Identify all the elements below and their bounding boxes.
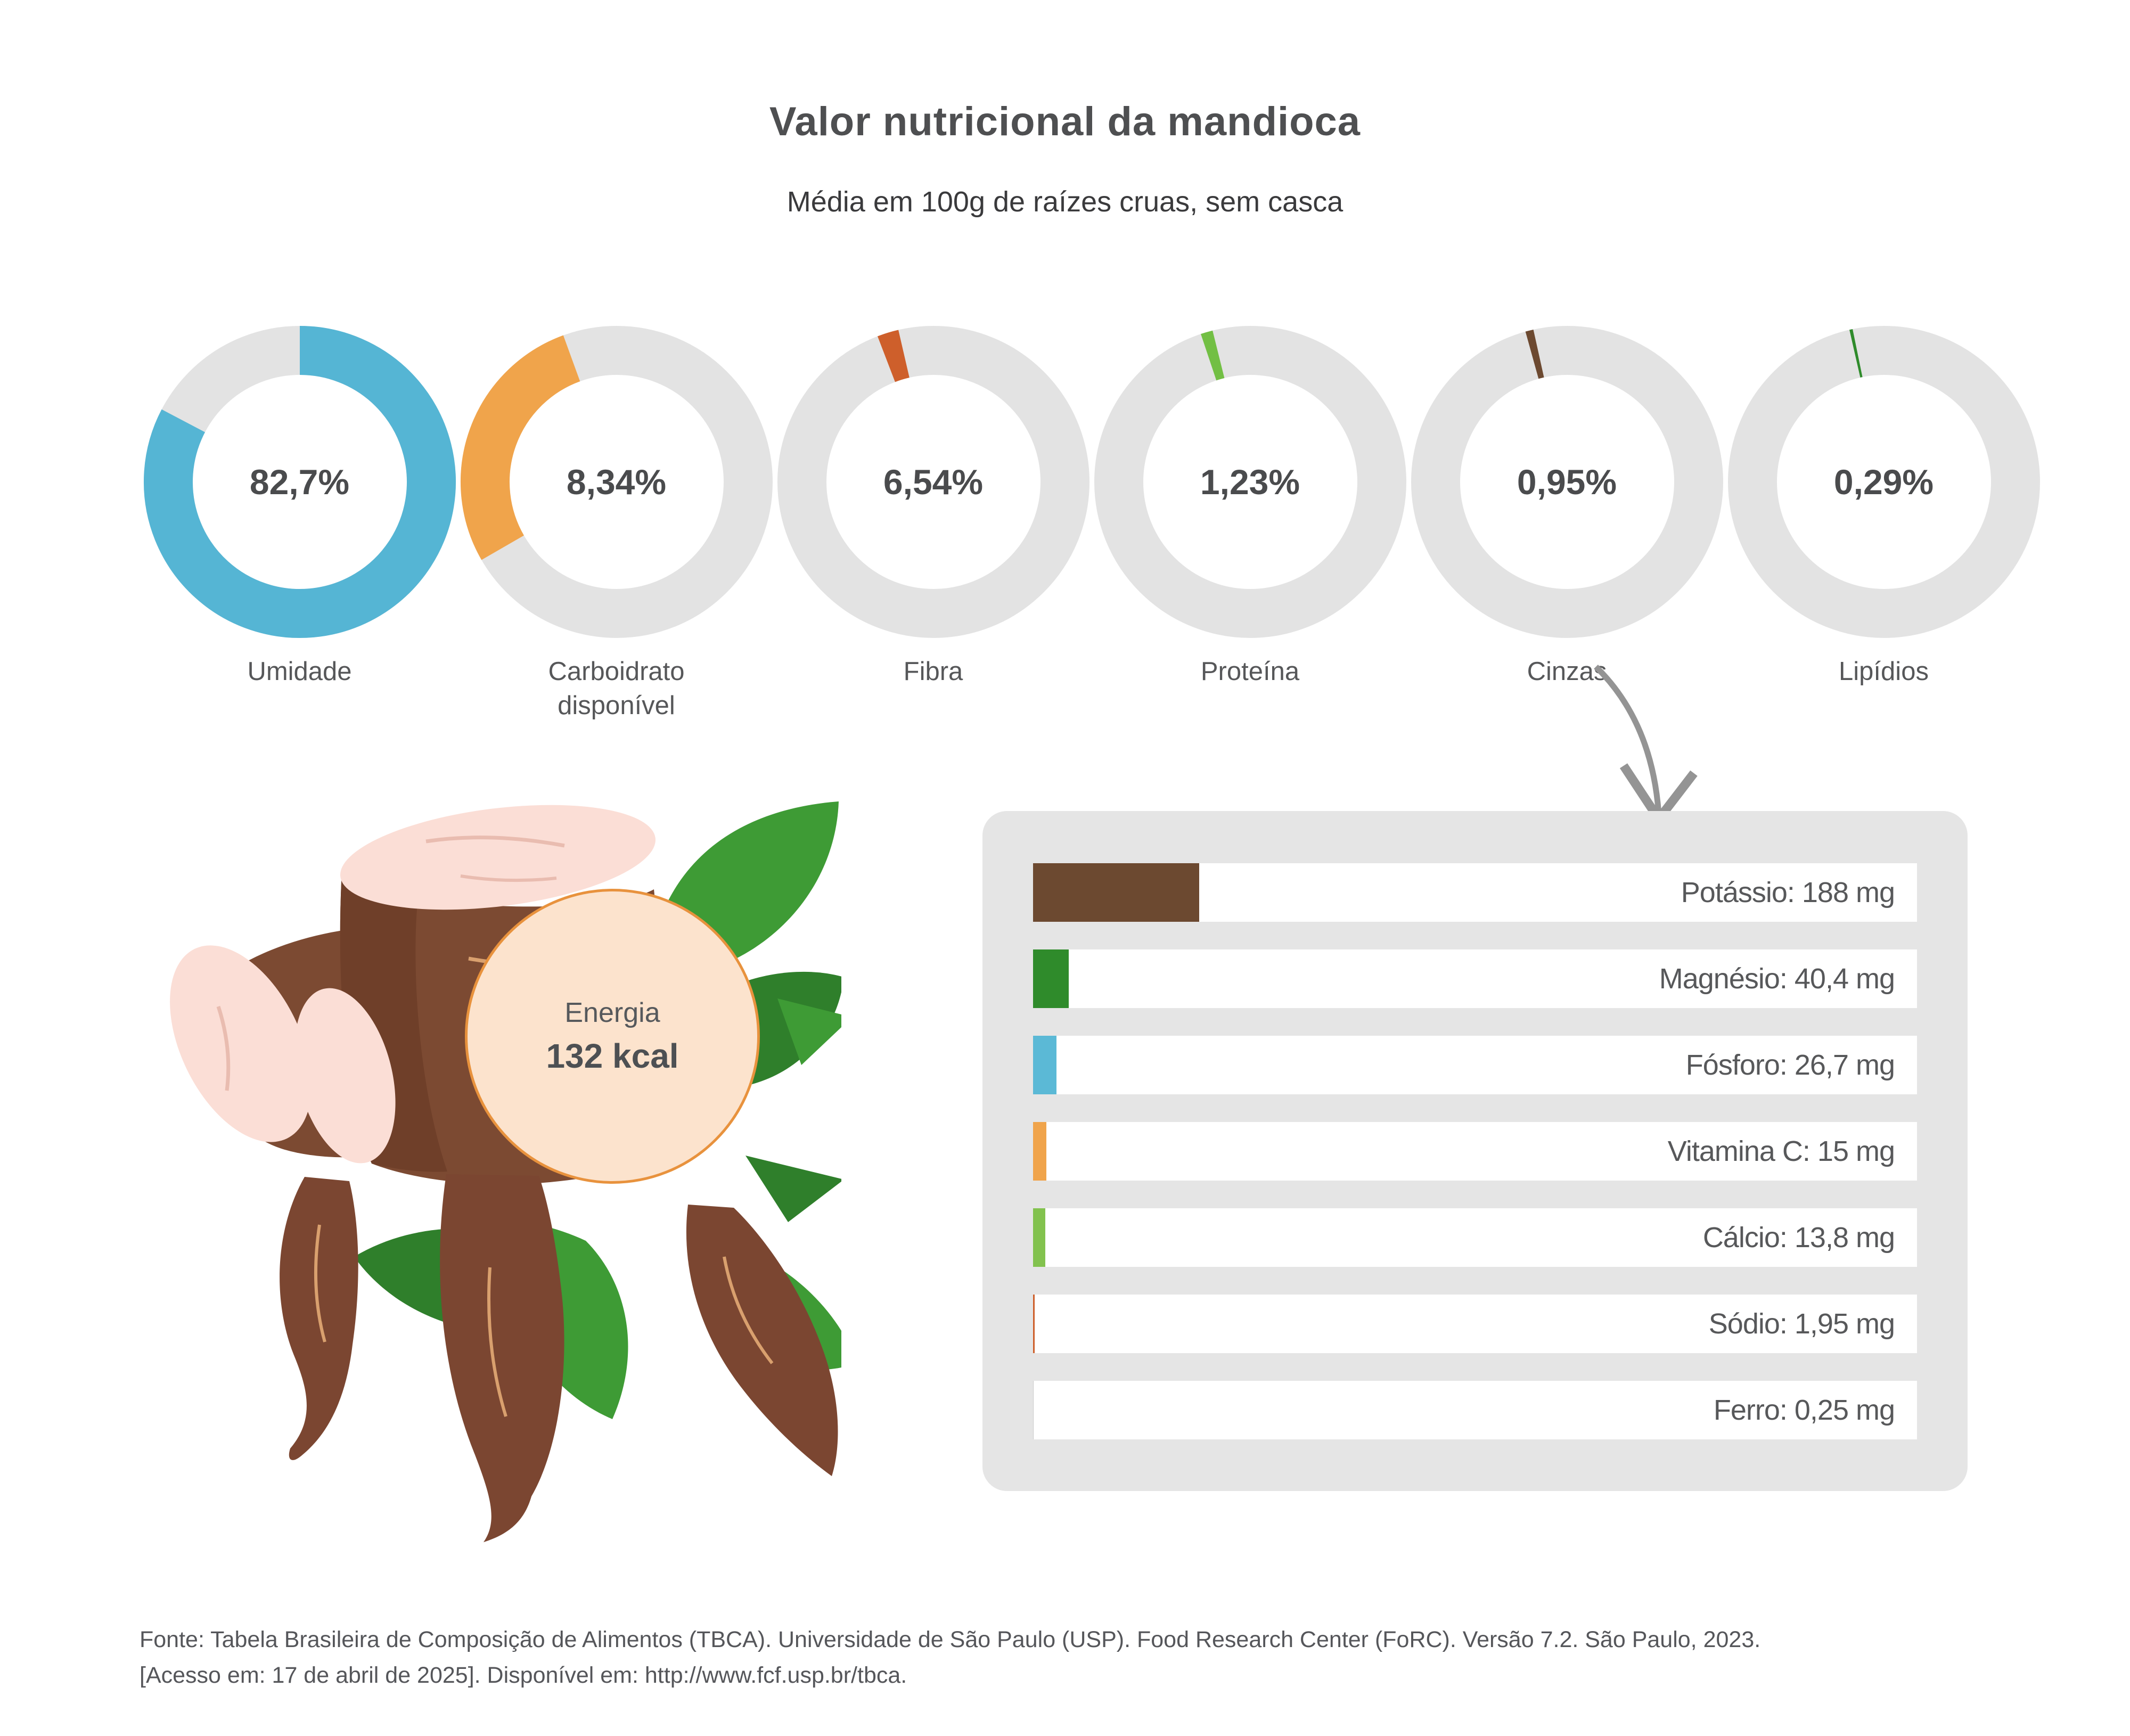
cassava-roots <box>280 1174 838 1542</box>
donut-gauges-row: 82,7% Umidade 8,34% Carboidrato disponível 6… <box>141 325 2042 723</box>
donut-label: Fibra <box>903 657 963 686</box>
donut-chart-3: 1,23% <box>1093 325 1407 639</box>
donut-value: 8,34% <box>566 462 667 502</box>
donut-ring-icon <box>1411 326 1723 638</box>
donut-ring-icon <box>777 326 1089 638</box>
donut-value: 0,29% <box>1833 462 1934 502</box>
minerals-panel: Potássio: 188 mg Magnésio: 40,4 mg Fósforo… <box>982 811 1968 1491</box>
donut-value: 82,7% <box>249 462 350 502</box>
energy-label: Energia <box>564 997 660 1028</box>
donut-chart-1: 8,34% <box>460 325 774 639</box>
donut-cell-2: 6,54% Fibra <box>775 325 1092 723</box>
donut-cell-0: 82,7% Umidade <box>141 325 458 723</box>
mineral-row-1: Magnésio: 40,4 mg <box>1033 949 1917 1008</box>
donut-cell-4: 0,95% Cinzas <box>1408 325 1725 723</box>
mineral-label: Cálcio: 13,8 mg <box>1702 1222 1895 1254</box>
donut-value: 0,95% <box>1517 462 1617 502</box>
cassava-illustration <box>170 801 841 1542</box>
mineral-bar <box>1033 1295 1035 1353</box>
mineral-row-3: Vitamina C: 15 mg <box>1033 1122 1917 1181</box>
donut-value: 6,54% <box>883 462 984 502</box>
mineral-label: Ferro: 0,25 mg <box>1713 1394 1895 1426</box>
donut-cell-1: 8,34% Carboidrato disponível <box>458 325 775 723</box>
donut-label: Carboidrato disponível <box>548 657 685 720</box>
donut-chart-4: 0,95% <box>1410 325 1724 639</box>
donut-chart-2: 6,54% <box>776 325 1091 639</box>
mineral-bar <box>1033 1122 1046 1181</box>
donut-label: Umidade <box>247 657 352 686</box>
donut-cell-5: 0,29% Lipídios <box>1725 325 2042 723</box>
mineral-label: Potássio: 188 mg <box>1681 877 1895 908</box>
mineral-row-0: Potássio: 188 mg <box>1033 863 1917 922</box>
mineral-bar <box>1033 949 1069 1008</box>
donut-ring-icon <box>460 326 773 638</box>
donut-value: 1,23% <box>1200 462 1300 502</box>
page-subtitle: Média em 100g de raízes cruas, sem casca <box>787 186 1343 218</box>
source-line-2: [Acesso em: 17 de abril de 2025]. Dispon… <box>140 1662 907 1688</box>
mineral-bar <box>1033 1208 1045 1267</box>
donut-label: Cinzas <box>1527 657 1607 686</box>
page-title: Valor nutricional da mandioca <box>769 99 1361 144</box>
donut-chart-5: 0,29% <box>1727 325 2041 639</box>
mineral-row-6: Ferro: 0,25 mg <box>1033 1381 1917 1439</box>
mineral-row-4: Cálcio: 13,8 mg <box>1033 1208 1917 1267</box>
mineral-row-5: Sódio: 1,95 mg <box>1033 1295 1917 1353</box>
source-footer: Fonte: Tabela Brasileira de Composição d… <box>140 1622 2003 1693</box>
donut-chart-0: 82,7% <box>143 325 457 639</box>
donut-label: Lipídios <box>1839 657 1929 686</box>
energy-value: 132 kcal <box>546 1037 679 1075</box>
donut-label: Proteína <box>1200 657 1300 686</box>
donut-ring-icon <box>1727 326 2040 638</box>
donut-ring-icon <box>1094 326 1406 638</box>
mineral-bar <box>1033 1036 1057 1094</box>
mineral-label: Fósforo: 26,7 mg <box>1685 1049 1895 1081</box>
mineral-bar <box>1033 863 1200 922</box>
donut-ring-icon <box>143 326 456 638</box>
mineral-row-2: Fósforo: 26,7 mg <box>1033 1036 1917 1094</box>
mineral-label: Magnésio: 40,4 mg <box>1659 963 1895 995</box>
source-line-1: Fonte: Tabela Brasileira de Composição d… <box>140 1627 1761 1652</box>
curved-arrow-icon <box>1594 665 1698 827</box>
donut-cell-3: 1,23% Proteína <box>1092 325 1408 723</box>
mineral-label: Vitamina C: 15 mg <box>1667 1135 1895 1167</box>
mineral-label: Sódio: 1,95 mg <box>1708 1308 1895 1340</box>
energy-callout: Energia 132 kcal <box>465 889 760 1184</box>
